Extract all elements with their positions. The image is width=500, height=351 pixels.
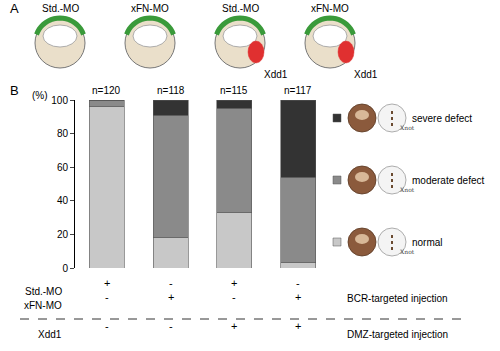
svg-text:Xdd1: Xdd1 xyxy=(264,69,288,80)
svg-text:100: 100 xyxy=(51,95,68,106)
svg-text:xFN-MO: xFN-MO xyxy=(24,300,62,311)
svg-text:n=117: n=117 xyxy=(284,85,312,96)
svg-text:Std.-MO: Std.-MO xyxy=(222,3,259,14)
svg-text:Xnot: Xnot xyxy=(400,186,415,193)
svg-text:Xdd1: Xdd1 xyxy=(354,69,378,80)
svg-text:moderate defect: moderate defect xyxy=(412,175,484,186)
svg-text:+: + xyxy=(231,277,237,289)
svg-text:n=118: n=118 xyxy=(157,85,185,96)
svg-text:+: + xyxy=(231,320,237,332)
svg-text:Xnot: Xnot xyxy=(400,124,415,131)
svg-text:+: + xyxy=(168,291,174,303)
svg-text:+: + xyxy=(295,320,301,332)
svg-text:B: B xyxy=(10,83,19,98)
svg-text:normal: normal xyxy=(412,237,443,248)
svg-text:80: 80 xyxy=(57,128,69,139)
svg-text:-: - xyxy=(232,291,236,303)
svg-text:(%): (%) xyxy=(32,90,48,101)
svg-text:+: + xyxy=(104,277,110,289)
svg-text:xFN-MO: xFN-MO xyxy=(311,3,349,14)
svg-text:severe defect: severe defect xyxy=(412,113,472,124)
svg-text:Xdd1: Xdd1 xyxy=(38,329,62,340)
svg-text:40: 40 xyxy=(57,195,69,206)
svg-text:A: A xyxy=(10,1,19,16)
svg-text:60: 60 xyxy=(57,162,69,173)
svg-text:n=115: n=115 xyxy=(220,85,248,96)
svg-text:-: - xyxy=(105,320,109,332)
svg-text:DMZ-targeted injection: DMZ-targeted injection xyxy=(347,329,448,340)
svg-text:n=120: n=120 xyxy=(92,85,121,96)
svg-text:20: 20 xyxy=(57,229,69,240)
svg-text:Std.-MO: Std.-MO xyxy=(42,3,79,14)
svg-text:xFN-MO: xFN-MO xyxy=(131,3,169,14)
svg-text:+: + xyxy=(295,291,301,303)
svg-text:Xnot: Xnot xyxy=(400,248,415,255)
svg-text:-: - xyxy=(169,320,173,332)
svg-text:Std.-MO: Std.-MO xyxy=(25,286,62,297)
svg-text:BCR-targeted injection: BCR-targeted injection xyxy=(347,293,448,304)
svg-text:-: - xyxy=(105,291,109,303)
svg-text:-: - xyxy=(296,277,300,289)
svg-text:0: 0 xyxy=(62,263,68,274)
svg-text:-: - xyxy=(169,277,173,289)
